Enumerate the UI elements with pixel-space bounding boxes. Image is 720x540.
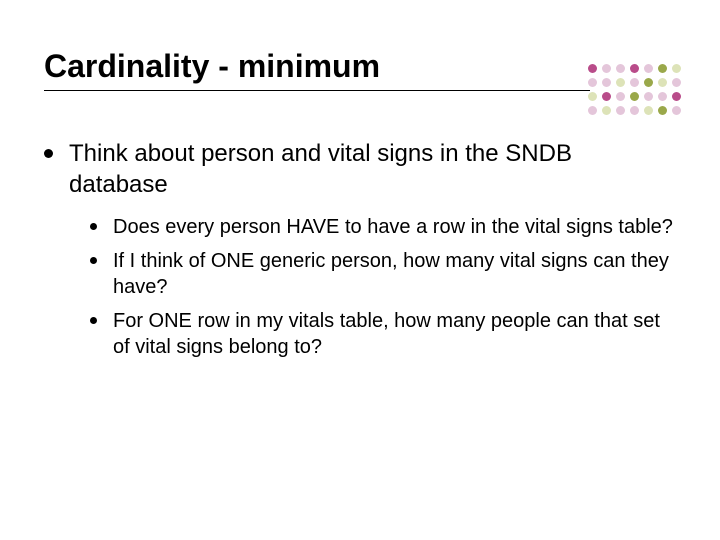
bullet-icon (90, 317, 97, 324)
dot-icon (672, 92, 681, 101)
bullet-level2: Does every person HAVE to have a row in … (90, 214, 676, 240)
dot-icon (658, 92, 667, 101)
dot-icon (588, 92, 597, 101)
dot-icon (588, 64, 597, 73)
dot-icon (672, 106, 681, 115)
dot-icon (588, 106, 597, 115)
dot-icon (644, 92, 653, 101)
bullet-icon (90, 223, 97, 230)
dot-icon (658, 78, 667, 87)
bullet-text: Think about person and vital signs in th… (69, 139, 676, 200)
bullet-icon (44, 149, 53, 158)
dot-icon (602, 106, 611, 115)
sub-bullets: Does every person HAVE to have a row in … (90, 214, 676, 360)
dot-icon (616, 78, 625, 87)
bullet-text: If I think of ONE generic person, how ma… (113, 248, 676, 300)
bullet-text: Does every person HAVE to have a row in … (113, 214, 673, 240)
title-underline (44, 90, 590, 91)
dot-icon (644, 78, 653, 87)
bullet-level1: Think about person and vital signs in th… (44, 139, 676, 200)
decorative-dots (588, 64, 684, 124)
slide: Cardinality - minimum Think about person… (0, 0, 720, 540)
dot-icon (602, 64, 611, 73)
dot-icon (672, 78, 681, 87)
bullet-icon (90, 257, 97, 264)
dot-icon (644, 64, 653, 73)
dot-icon (630, 64, 639, 73)
bullet-level2: If I think of ONE generic person, how ma… (90, 248, 676, 300)
slide-title: Cardinality - minimum (44, 48, 604, 85)
dot-icon (630, 92, 639, 101)
dot-icon (616, 92, 625, 101)
dot-icon (658, 106, 667, 115)
dot-icon (588, 78, 597, 87)
dot-icon (658, 64, 667, 73)
bullet-level2: For ONE row in my vitals table, how many… (90, 308, 676, 360)
dot-icon (602, 92, 611, 101)
dot-icon (630, 78, 639, 87)
dot-icon (630, 106, 639, 115)
dot-icon (602, 78, 611, 87)
dot-icon (644, 106, 653, 115)
bullet-text: For ONE row in my vitals table, how many… (113, 308, 676, 360)
dot-icon (616, 106, 625, 115)
dot-icon (672, 64, 681, 73)
body: Think about person and vital signs in th… (44, 139, 676, 360)
title-block: Cardinality - minimum (44, 48, 604, 93)
dot-icon (616, 64, 625, 73)
